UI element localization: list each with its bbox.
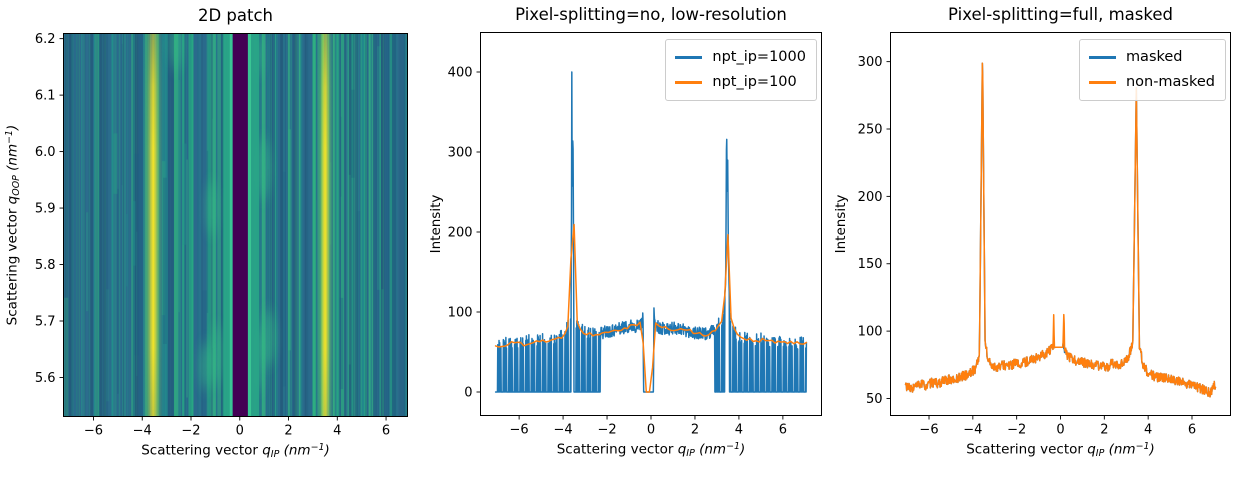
y-axis-label: Intensity [428, 194, 444, 254]
x-tick-label: 6 [382, 424, 390, 439]
y-tick-label: 6.0 [35, 145, 56, 160]
plot-title: Pixel-splitting=no, low-resolution [515, 5, 787, 24]
y-tick-label: 5.7 [35, 315, 56, 330]
y-tick-label: 0 [464, 386, 472, 401]
subplot-pixel-splitting-full: Pixel-splitting=full, masked Intensity S… [833, 5, 1231, 459]
subplot-pixel-splitting-no: Pixel-splitting=no, low-resolution Inten… [428, 5, 822, 459]
x-tick-label: −4 [553, 423, 572, 438]
x-tick-label: 2 [1100, 423, 1108, 438]
x-tick-label: 4 [333, 424, 341, 439]
legend-label: npt_ip=1000 [712, 49, 806, 65]
x-tick-label: −6 [84, 424, 103, 439]
legend-label: npt_ip=100 [712, 74, 797, 90]
x-tick-label: 2 [284, 424, 292, 439]
y-tick-label: 5.8 [35, 258, 56, 273]
line-plot-canvas: −6 −4 −2 0 2 4 6 0 100 200 300 400 [448, 32, 822, 438]
series-line-npt_ip=1000 [494, 71, 808, 393]
legend: npt_ip=1000 npt_ip=100 [665, 39, 817, 101]
y-tick-label: 250 [858, 123, 883, 138]
y-axis-label: Intensity [833, 194, 849, 254]
x-tick-label: 6 [779, 423, 787, 438]
series-line-non-masked [904, 62, 1217, 398]
x-tick-label: 0 [647, 423, 655, 438]
x-tick-label: −4 [133, 424, 152, 439]
legend-item: masked [1088, 45, 1215, 70]
y-tick-label: 6.2 [35, 32, 56, 47]
y-tick-label: 300 [448, 146, 473, 161]
y-tick-label: 300 [858, 55, 883, 70]
x-axis-label: Scattering vector qIP (nm−1) [966, 441, 1155, 459]
x-tick-label: −2 [597, 423, 616, 438]
y-tick-label: 50 [866, 392, 883, 407]
x-tick-label: 0 [1056, 423, 1064, 438]
series-line-npt_ip=100 [494, 223, 808, 393]
x-tick-label: −2 [181, 424, 200, 439]
legend-item: non-masked [1088, 70, 1215, 95]
masked-beam-band [232, 33, 248, 417]
x-tick-label: 4 [735, 423, 743, 438]
axes-frame [63, 33, 408, 417]
y-axis-label: Scattering vector qOOP (nm−1) [4, 124, 22, 326]
plot-title: Pixel-splitting=full, masked [948, 5, 1173, 24]
y-tick-label: 5.9 [35, 202, 56, 217]
x-tick-label: −6 [510, 423, 529, 438]
legend-line-swatch-blue [675, 56, 703, 59]
bragg-peak-band [316, 33, 334, 417]
line-plot-canvas: −6 −4 −2 0 2 4 6 50 100 150 200 250 300 [858, 32, 1231, 438]
x-tick-label: 6 [1188, 423, 1196, 438]
y-tick-label: 6.1 [35, 89, 56, 104]
bragg-peak-band [143, 33, 163, 417]
legend-label: non-masked [1125, 74, 1215, 90]
heatmap-canvas: −6 −4 −2 0 2 4 6 5.6 5.7 5.8 5.9 6.0 6.1 6.2 [35, 32, 408, 439]
y-tick-label: 100 [448, 306, 473, 321]
x-tick-label: −2 [1007, 423, 1026, 438]
x-tick-label: 2 [691, 423, 699, 438]
y-tick-label: 5.6 [35, 371, 56, 386]
x-axis-label: Scattering vector qIP (nm−1) [556, 441, 746, 459]
y-tick-label: 100 [858, 325, 883, 340]
x-tick-label: −6 [919, 423, 938, 438]
y-tick-label: 150 [858, 257, 883, 272]
x-axis-label: Scattering vector qIP (nm−1) [141, 442, 330, 460]
axes-frame [480, 32, 822, 416]
legend-item: npt_ip=1000 [675, 45, 806, 70]
heatmap-image [63, 33, 408, 417]
y-tick-label: 400 [448, 66, 473, 81]
x-tick-label: 4 [1144, 423, 1152, 438]
plot-title: 2D patch [197, 6, 274, 25]
legend: masked non-masked [1078, 39, 1226, 101]
legend-item: npt_ip=100 [675, 70, 806, 95]
axes-frame [890, 32, 1231, 416]
legend-line-swatch-orange [675, 81, 703, 84]
y-tick-label: 200 [448, 226, 473, 241]
subplot-2d-patch: 2D patch Scattering vector qOOP (nm−1) S… [4, 6, 408, 460]
legend-label: masked [1125, 49, 1183, 65]
legend-line-swatch-blue [1088, 56, 1116, 59]
x-tick-label: 0 [236, 424, 244, 439]
legend-line-swatch-orange [1088, 81, 1116, 84]
y-tick-label: 200 [858, 190, 883, 205]
x-tick-label: −4 [963, 423, 982, 438]
